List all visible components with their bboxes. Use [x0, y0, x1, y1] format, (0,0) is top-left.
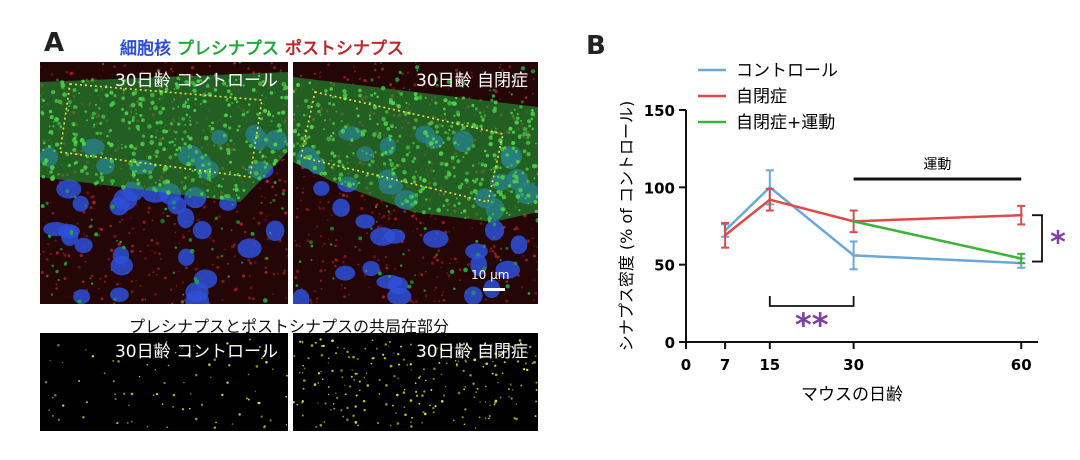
y-axis-label: シナプス密度 (% of コントロール) [617, 101, 636, 351]
scale-bar-label: 10 μm [471, 268, 510, 282]
legend-nucleus: 細胞核 [120, 39, 171, 59]
data-point [1019, 256, 1023, 260]
y-tick-label: 0 [665, 334, 675, 352]
x-tick-label: 60 [1011, 356, 1032, 374]
data-point [852, 253, 856, 257]
y-tick-label: 50 [654, 257, 675, 275]
coloc-caption: プレシナプスとポストシナプスの共局在部分 [128, 317, 449, 336]
series-line [724, 198, 1022, 237]
y-tick-label: 150 [644, 102, 675, 120]
series-line [724, 185, 1022, 265]
micrograph-control-label: 30日齢 コントロール [114, 71, 278, 91]
synapse-density-chart: B 0 50 100 150 0 7 15 30 60 マウスの日齢 シナプス密度 (% of コント… [586, 31, 1066, 405]
legend-label: 自閉症 [736, 87, 787, 107]
micrograph-control-image [40, 62, 288, 304]
roi-outline [59, 83, 263, 178]
panel-b-letter: B [586, 31, 606, 61]
scale-bar [483, 288, 505, 291]
roi-outline [300, 91, 504, 203]
panel-a-letter: A [44, 28, 65, 58]
legend-label: 自閉症+運動 [736, 113, 835, 133]
x-tick-label: 15 [759, 356, 780, 374]
micrograph-autism-label: 30日齢 自閉症 [415, 71, 528, 91]
x-tick-label: 7 [720, 356, 730, 374]
coloc-autism-image: 30日齢 自閉症 [293, 333, 538, 431]
coloc-control-image: 30日齢 コントロール [40, 333, 288, 431]
significance-bracket-groups [1032, 214, 1043, 263]
micrograph-autism-image [293, 62, 538, 304]
coloc-autism-dots [293, 338, 538, 429]
legend-presynapse: プレシナプス [176, 39, 279, 59]
x-tick-label: 0 [681, 356, 691, 374]
x-tick-label: 30 [843, 356, 864, 374]
data-point [768, 198, 772, 202]
legend-label: コントロール [736, 61, 838, 81]
stain-legend: 細胞核 プレシナプス ポストシナプス [120, 34, 404, 59]
coloc-control-label: 30日齢 コントロール [114, 342, 278, 362]
data-point [852, 219, 856, 223]
coloc-autism-label: 30日齢 自閉症 [415, 342, 528, 362]
micrograph-control: 30日齢 コントロール [40, 62, 288, 304]
data-point [1019, 213, 1023, 217]
significance-days: ** [795, 306, 829, 344]
x-axis-label: マウスの日齢 [801, 385, 903, 405]
significance-bracket-days [768, 296, 855, 307]
significance-groups: * [1050, 225, 1066, 260]
y-tick-label: 100 [644, 179, 675, 197]
legend-postsynapse: ポストシナプス [284, 39, 404, 59]
exercise-label: 運動 [923, 157, 951, 173]
micrograph-autism: 30日齢 自閉症 10 μm [293, 62, 538, 304]
data-point [723, 233, 727, 237]
coloc-control-dots [44, 338, 288, 429]
series-line [853, 220, 1022, 260]
